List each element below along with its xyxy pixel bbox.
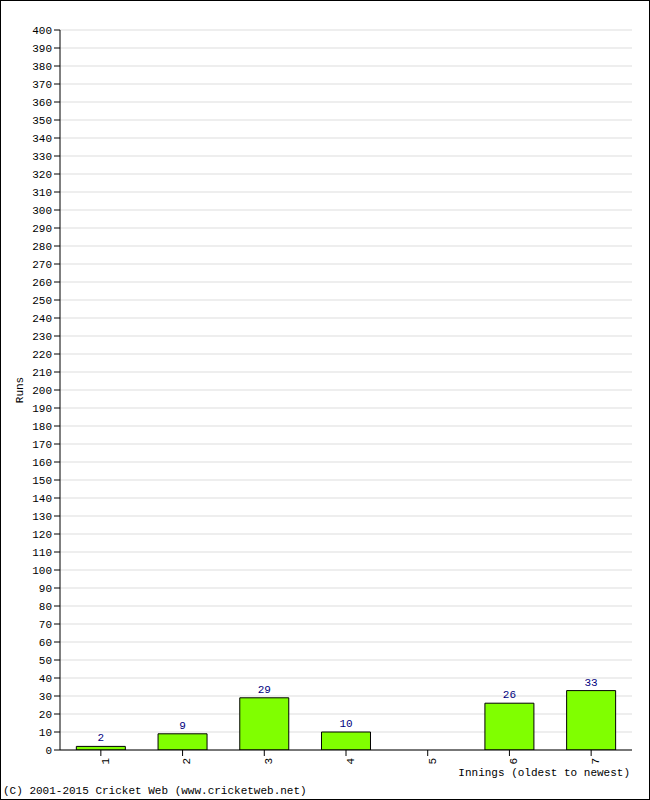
- svg-text:400: 400: [32, 25, 52, 37]
- svg-text:1: 1: [100, 758, 112, 765]
- svg-text:190: 190: [32, 403, 52, 415]
- svg-text:50: 50: [39, 655, 52, 667]
- svg-text:160: 160: [32, 457, 52, 469]
- svg-text:120: 120: [32, 529, 52, 541]
- svg-text:380: 380: [32, 61, 52, 73]
- svg-text:10: 10: [39, 727, 52, 739]
- svg-text:340: 340: [32, 133, 52, 145]
- svg-text:80: 80: [39, 601, 52, 613]
- svg-text:9: 9: [179, 720, 186, 732]
- svg-text:33: 33: [585, 677, 598, 689]
- svg-text:260: 260: [32, 277, 52, 289]
- svg-text:180: 180: [32, 421, 52, 433]
- svg-text:2: 2: [98, 732, 105, 744]
- svg-text:2: 2: [181, 758, 193, 765]
- svg-text:150: 150: [32, 475, 52, 487]
- svg-text:29: 29: [258, 684, 271, 696]
- svg-text:26: 26: [503, 689, 516, 701]
- svg-text:70: 70: [39, 619, 52, 631]
- svg-text:170: 170: [32, 439, 52, 451]
- svg-text:330: 330: [32, 151, 52, 163]
- svg-text:140: 140: [32, 493, 52, 505]
- svg-text:240: 240: [32, 313, 52, 325]
- svg-text:230: 230: [32, 331, 52, 343]
- svg-text:20: 20: [39, 709, 52, 721]
- svg-text:200: 200: [32, 385, 52, 397]
- svg-text:7: 7: [590, 758, 602, 765]
- svg-text:310: 310: [32, 187, 52, 199]
- svg-text:30: 30: [39, 691, 52, 703]
- svg-text:3: 3: [263, 758, 275, 765]
- svg-text:370: 370: [32, 79, 52, 91]
- svg-text:60: 60: [39, 637, 52, 649]
- svg-text:220: 220: [32, 349, 52, 361]
- svg-text:110: 110: [32, 547, 52, 559]
- svg-text:210: 210: [32, 367, 52, 379]
- svg-text:0: 0: [45, 745, 52, 757]
- svg-text:350: 350: [32, 115, 52, 127]
- svg-text:270: 270: [32, 259, 52, 271]
- html-text:Innings (oldest to newest): Innings (oldest to newest): [458, 767, 630, 779]
- html-text:Runs: Runs: [14, 376, 26, 404]
- svg-text:10: 10: [339, 718, 352, 730]
- svg-text:390: 390: [32, 43, 52, 55]
- svg-text:360: 360: [32, 97, 52, 109]
- svg-text:130: 130: [32, 511, 52, 523]
- svg-text:100: 100: [32, 565, 52, 577]
- svg-text:320: 320: [32, 169, 52, 181]
- svg-text:90: 90: [39, 583, 52, 595]
- svg-text:6: 6: [508, 758, 520, 765]
- svg-text:280: 280: [32, 241, 52, 253]
- svg-text:5: 5: [427, 758, 439, 765]
- html-text:(C) 2001-2015 Cricket Web (www: (C) 2001-2015 Cricket Web (www.cricketwe…: [3, 785, 307, 797]
- svg-text:40: 40: [39, 673, 52, 685]
- svg-text:250: 250: [32, 295, 52, 307]
- svg-text:300: 300: [32, 205, 52, 217]
- svg-text:290: 290: [32, 223, 52, 235]
- svg-text:4: 4: [345, 758, 357, 765]
